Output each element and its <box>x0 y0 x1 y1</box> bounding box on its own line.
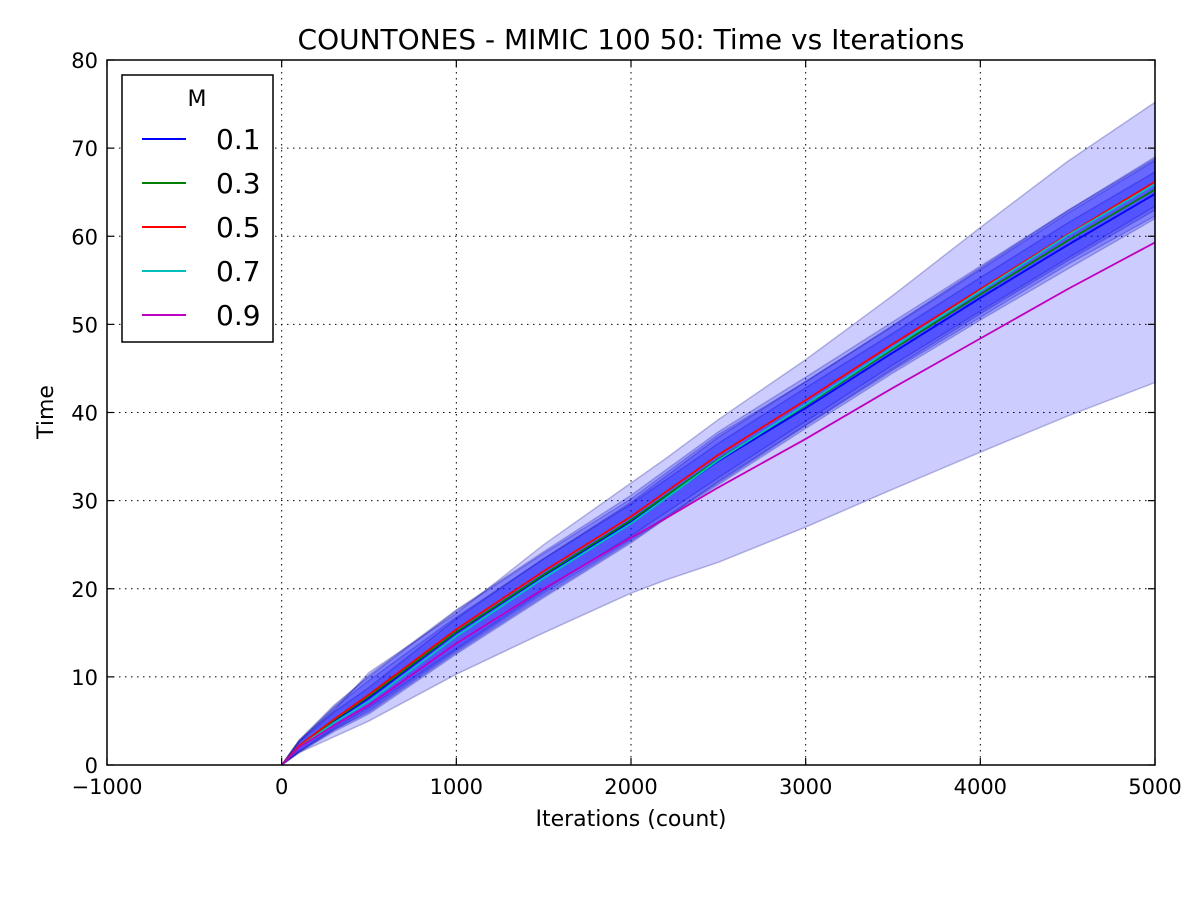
y-tick-label: 80 <box>71 49 98 73</box>
y-tick-label: 20 <box>71 578 98 602</box>
legend-box <box>121 74 274 343</box>
legend-label-0.3: 0.3 <box>216 167 261 200</box>
chart-title: COUNTONES - MIMIC 100 50: Time vs Iterat… <box>298 23 965 56</box>
y-tick-label: 30 <box>71 490 98 514</box>
legend-label-0.7: 0.7 <box>216 255 261 288</box>
y-tick-label: 10 <box>71 666 98 690</box>
x-tick-label: 0 <box>275 775 288 799</box>
legend-label-0.5: 0.5 <box>216 211 261 244</box>
series-line-0.7 <box>281 183 1156 766</box>
legend-items: 0.1 0.3 0.5 0.7 0.9 <box>142 123 261 332</box>
x-tick-label: 3000 <box>779 775 832 799</box>
x-tick-label: 4000 <box>954 775 1007 799</box>
axis-ticks: −1000 0 1000 2000 3000 4000 500001020304050607… <box>71 49 1181 799</box>
x-tick-label: 1000 <box>430 775 483 799</box>
legend: M 0.1 0.3 0.5 0.7 0.9 <box>121 74 274 343</box>
x-tick-label: 5000 <box>1128 775 1181 799</box>
y-tick-label: 70 <box>71 137 98 161</box>
x-axis-label: Iterations (count) <box>535 807 726 832</box>
y-tick-label: 0 <box>85 754 98 778</box>
grid-lines <box>107 60 1155 765</box>
y-axis-label: Time <box>34 385 59 440</box>
y-tick-label: 60 <box>71 225 98 249</box>
series-line-0.5 <box>280 180 1156 766</box>
y-tick-label: 50 <box>71 313 98 337</box>
legend-title: M <box>188 87 207 112</box>
series-line-0.9 <box>281 241 1156 766</box>
y-tick-label: 40 <box>71 402 98 426</box>
series-lines <box>280 180 1156 766</box>
legend-label-0.9: 0.9 <box>216 299 261 332</box>
legend-label-0.1: 0.1 <box>216 123 261 156</box>
x-tick-label: −1000 <box>71 775 142 799</box>
x-tick-label: 2000 <box>604 775 657 799</box>
